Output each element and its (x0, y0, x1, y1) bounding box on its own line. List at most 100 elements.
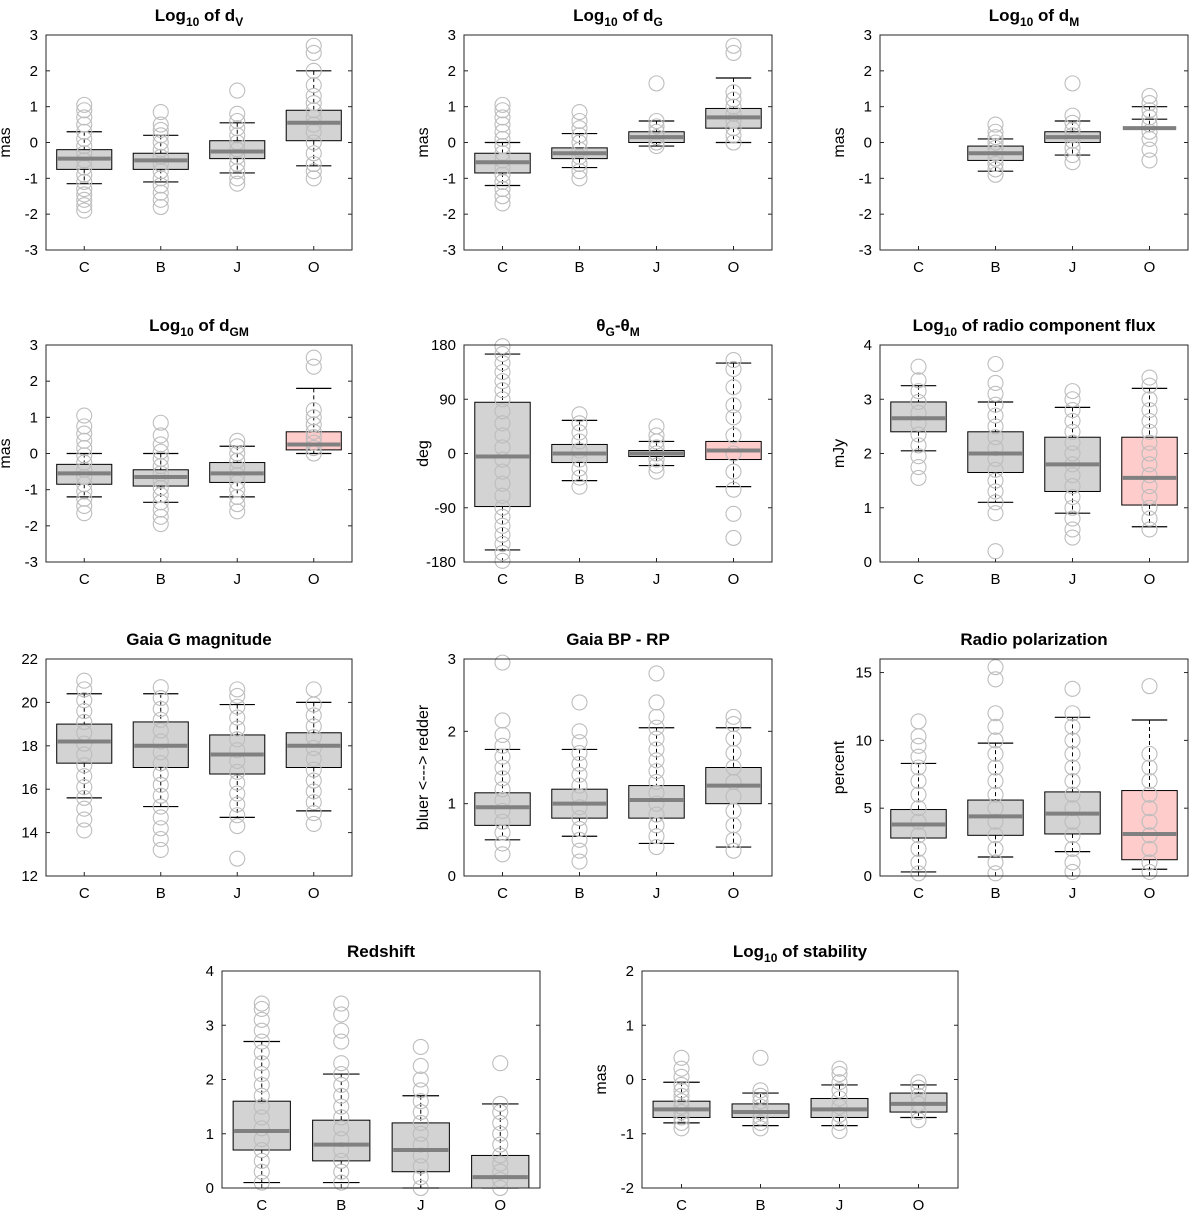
box-J (628, 75, 685, 155)
data-point (987, 773, 1004, 790)
x-tick-label: C (497, 571, 508, 588)
y-tick-label: 0 (864, 554, 872, 571)
data-point (412, 1158, 429, 1175)
title-part-sub: 10 (604, 15, 618, 29)
data-point (1064, 391, 1081, 408)
data-point (987, 718, 1004, 735)
title-part-sub2: GM (230, 325, 249, 339)
data-point (152, 765, 169, 783)
data-point (152, 679, 169, 696)
y-tick-label: 2 (206, 1072, 214, 1089)
data-point (752, 1120, 769, 1137)
data-point (910, 1112, 927, 1129)
data-point (253, 1011, 270, 1028)
data-point (1141, 87, 1158, 104)
data-point (229, 148, 246, 165)
data-point (152, 103, 169, 121)
x-tick-label: O (308, 259, 320, 276)
data-point (725, 397, 742, 414)
axes-frame (641, 970, 959, 1189)
title-part-mid: -θ (615, 316, 630, 335)
data-point (987, 155, 1004, 173)
data-point (571, 163, 588, 180)
data-point (152, 177, 169, 194)
data-point (253, 1033, 270, 1050)
x-tick-label: B (336, 1197, 346, 1213)
y-axis-label: mas (831, 127, 848, 157)
data-point (494, 373, 511, 390)
title-part-main: θ (596, 316, 605, 335)
data-point (1064, 114, 1081, 131)
data-point (494, 824, 511, 841)
data-point (1141, 377, 1158, 394)
x-tick-label: C (913, 885, 924, 902)
data-point (494, 181, 511, 198)
data-point (229, 774, 246, 791)
x-tick-label: O (1144, 885, 1156, 902)
data-point (648, 828, 665, 845)
data-point (725, 105, 742, 122)
data-point (910, 1074, 927, 1091)
data-point (253, 1066, 270, 1083)
data-point (253, 1076, 270, 1093)
data-point (910, 459, 927, 476)
y-tick-label: 1 (30, 409, 38, 426)
data-point (571, 120, 588, 137)
x-tick-label: O (913, 1197, 925, 1213)
data-point (648, 752, 665, 769)
y-tick-label: 90 (439, 391, 456, 408)
data-point (333, 1152, 350, 1169)
data-point (412, 1114, 429, 1131)
axes-frame (463, 34, 773, 251)
data-point (229, 112, 246, 130)
data-point (987, 385, 1004, 402)
data-point (910, 448, 927, 465)
data-point (1064, 412, 1081, 430)
title-part-sub: 10 (180, 325, 194, 339)
y-tick-label: 2 (626, 963, 634, 980)
box-B (967, 116, 1024, 183)
data-point (305, 37, 322, 54)
data-point (494, 526, 511, 543)
data-point (571, 799, 588, 816)
data-point (987, 494, 1004, 511)
box-B (132, 103, 189, 216)
data-point (571, 433, 588, 450)
data-point (648, 763, 665, 780)
data-point (910, 469, 927, 486)
data-point (910, 773, 927, 790)
data-point (910, 748, 927, 765)
data-point (648, 463, 665, 480)
box-C (474, 338, 531, 569)
title-part-main: Log (989, 6, 1020, 25)
data-point (76, 109, 93, 126)
x-tick-label: J (653, 885, 661, 902)
data-point (152, 841, 169, 859)
data-point (152, 121, 169, 139)
y-tick-label: 3 (864, 27, 872, 44)
panel-8: Radio polarization percent 0 5 10 15 C B J O (831, 630, 1189, 902)
box-body (56, 723, 113, 764)
data-point (1141, 854, 1158, 871)
y-tick-label: 3 (30, 337, 38, 354)
data-point (910, 813, 927, 830)
data-point (76, 692, 93, 709)
y-tick-label: 12 (21, 868, 38, 885)
data-point (1141, 510, 1158, 527)
data-point (725, 505, 742, 522)
box-O (889, 1074, 948, 1129)
data-point (571, 424, 588, 441)
data-point (1064, 718, 1081, 735)
y-tick-label: 1 (206, 1126, 214, 1143)
data-point (1064, 732, 1081, 749)
data-point (987, 483, 1004, 500)
title-part-main: Radio polarization (960, 630, 1107, 649)
x-tick-label: J (234, 571, 242, 588)
y-axis-label: mas (593, 1064, 610, 1094)
data-point (725, 44, 742, 61)
data-point (333, 1055, 350, 1072)
box-J (391, 1038, 450, 1197)
title-part-sub2: V (235, 15, 243, 29)
title-part-main: Log (149, 316, 180, 335)
x-tick-label: C (256, 1197, 267, 1213)
